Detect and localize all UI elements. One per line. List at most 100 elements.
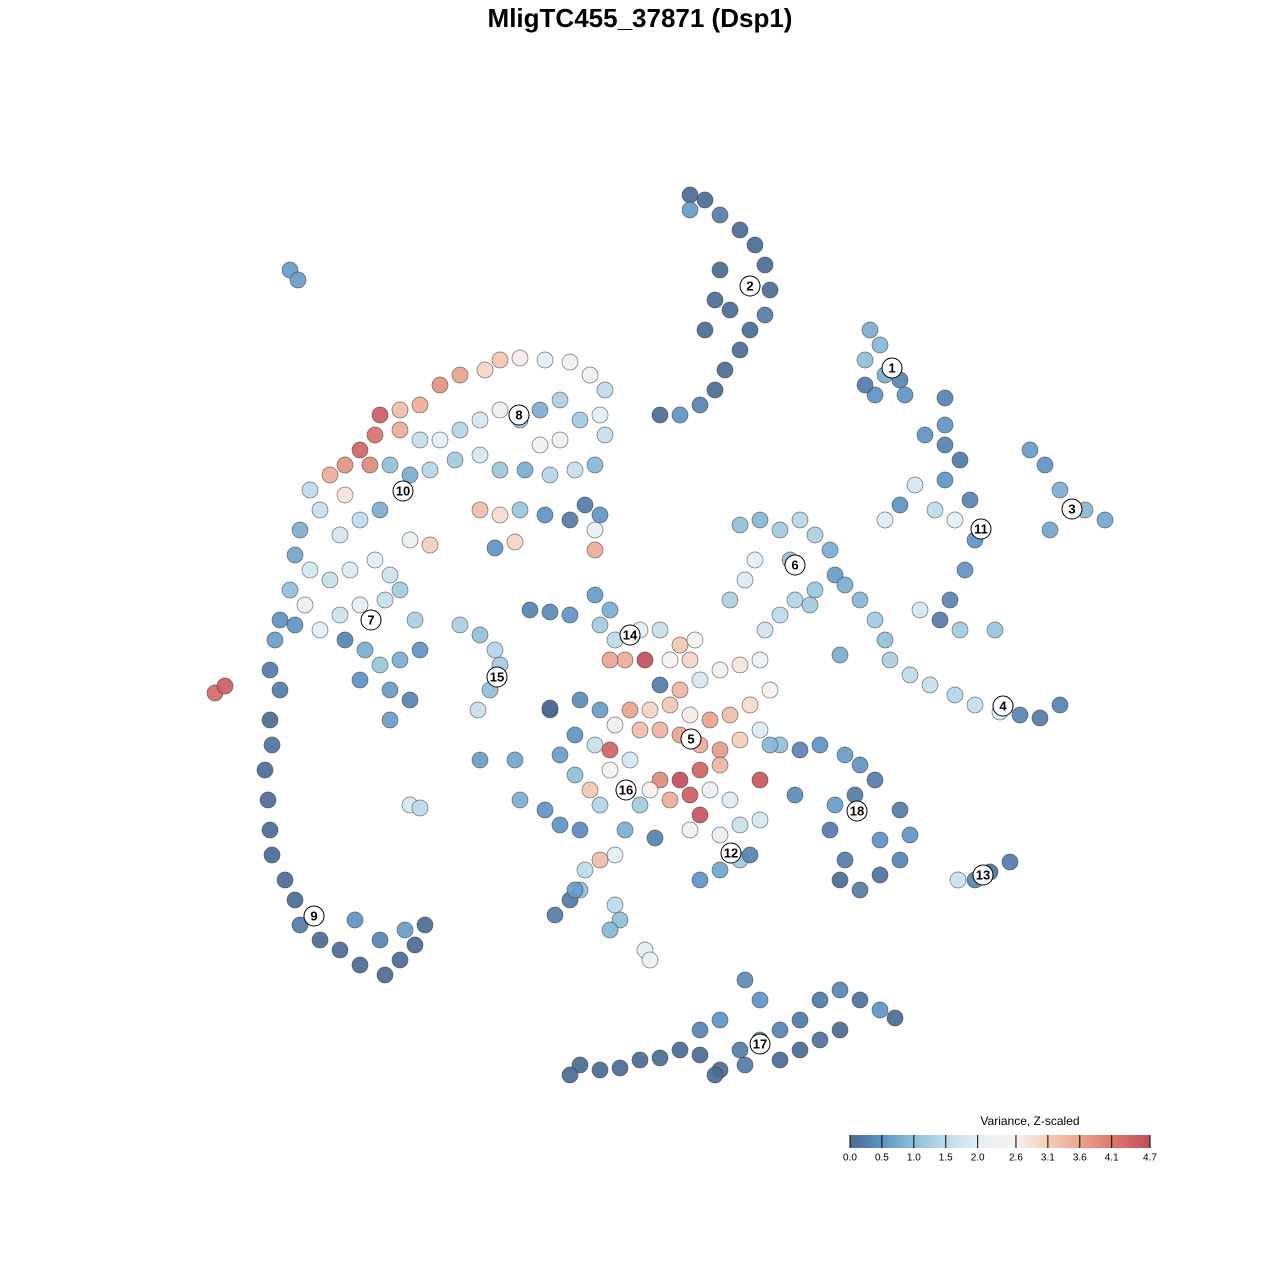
- point: [791, 741, 809, 759]
- point: [771, 1051, 789, 1069]
- point: [351, 596, 369, 614]
- point: [851, 591, 869, 609]
- colorbar-tick-label: 0.0: [843, 1152, 857, 1163]
- point: [391, 421, 409, 439]
- point: [751, 991, 769, 1009]
- point: [601, 921, 619, 939]
- cluster-label-badge: [1061, 498, 1083, 520]
- point: [731, 221, 749, 239]
- point: [836, 851, 854, 869]
- point: [716, 361, 734, 379]
- point: [891, 496, 909, 514]
- point: [961, 491, 979, 509]
- cluster-label-badge: [972, 864, 994, 886]
- point: [756, 621, 774, 639]
- point: [711, 826, 729, 844]
- cluster-label-badge: [486, 666, 508, 688]
- point: [826, 566, 844, 584]
- point: [901, 666, 919, 684]
- point: [551, 746, 569, 764]
- point: [851, 881, 869, 899]
- point: [691, 671, 709, 689]
- point: [371, 656, 389, 674]
- points: [206, 186, 1114, 1084]
- point: [286, 616, 304, 634]
- point: [331, 606, 349, 624]
- point: [491, 351, 509, 369]
- point: [821, 541, 839, 559]
- point: [736, 1056, 754, 1074]
- point: [261, 821, 279, 839]
- point: [536, 506, 554, 524]
- point: [561, 511, 579, 529]
- colorbar-tick-label: 3.1: [1041, 1152, 1055, 1163]
- point: [926, 501, 944, 519]
- point: [681, 821, 699, 839]
- point: [891, 851, 909, 869]
- point: [586, 541, 604, 559]
- point: [951, 451, 969, 469]
- point: [811, 991, 829, 1009]
- point: [881, 651, 899, 669]
- point: [751, 511, 769, 529]
- point: [746, 236, 764, 254]
- point: [471, 446, 489, 464]
- point: [941, 591, 959, 609]
- cluster-label-badge: [720, 842, 742, 864]
- point: [341, 561, 359, 579]
- cluster-label: 17: [753, 1037, 767, 1052]
- point: [851, 991, 869, 1009]
- point: [711, 741, 729, 759]
- cluster-label-badge: [846, 800, 868, 822]
- point: [401, 691, 419, 709]
- colorbar-tick-label: 1.5: [939, 1152, 953, 1163]
- point: [756, 256, 774, 274]
- point: [576, 496, 594, 514]
- point: [471, 501, 489, 519]
- point: [706, 1066, 724, 1084]
- point: [706, 381, 724, 399]
- point: [391, 581, 409, 599]
- point: [701, 781, 719, 799]
- point: [956, 561, 974, 579]
- point: [856, 351, 874, 369]
- point: [591, 616, 609, 634]
- cluster-label-badge: [508, 404, 530, 426]
- point: [271, 611, 289, 629]
- point: [351, 671, 369, 689]
- point: [621, 701, 639, 719]
- cluster-label-badge: [970, 518, 992, 540]
- point: [511, 501, 529, 519]
- point: [586, 521, 604, 539]
- point: [741, 321, 759, 339]
- cluster-label: 16: [619, 783, 633, 798]
- point: [681, 786, 699, 804]
- cluster-label-badge: [303, 905, 325, 927]
- point: [786, 591, 804, 609]
- point: [711, 756, 729, 774]
- point: [586, 586, 604, 604]
- cluster-label: 12: [724, 846, 738, 861]
- point: [791, 1011, 809, 1029]
- point: [591, 506, 609, 524]
- point: [731, 656, 749, 674]
- cluster-label: 8: [515, 408, 522, 423]
- point: [721, 791, 739, 809]
- point: [761, 281, 779, 299]
- cluster-label-badge: [881, 357, 903, 379]
- cluster-label-badge: [680, 728, 702, 750]
- point: [566, 881, 584, 899]
- point: [491, 401, 509, 419]
- point: [421, 536, 439, 554]
- colorbar-tick-label: 4.7: [1143, 1152, 1157, 1163]
- cluster-label: 1: [888, 361, 895, 376]
- point: [451, 616, 469, 634]
- point: [946, 686, 964, 704]
- point: [376, 591, 394, 609]
- point: [566, 461, 584, 479]
- point: [1036, 456, 1054, 474]
- point: [731, 341, 749, 359]
- point: [696, 191, 714, 209]
- point: [321, 466, 339, 484]
